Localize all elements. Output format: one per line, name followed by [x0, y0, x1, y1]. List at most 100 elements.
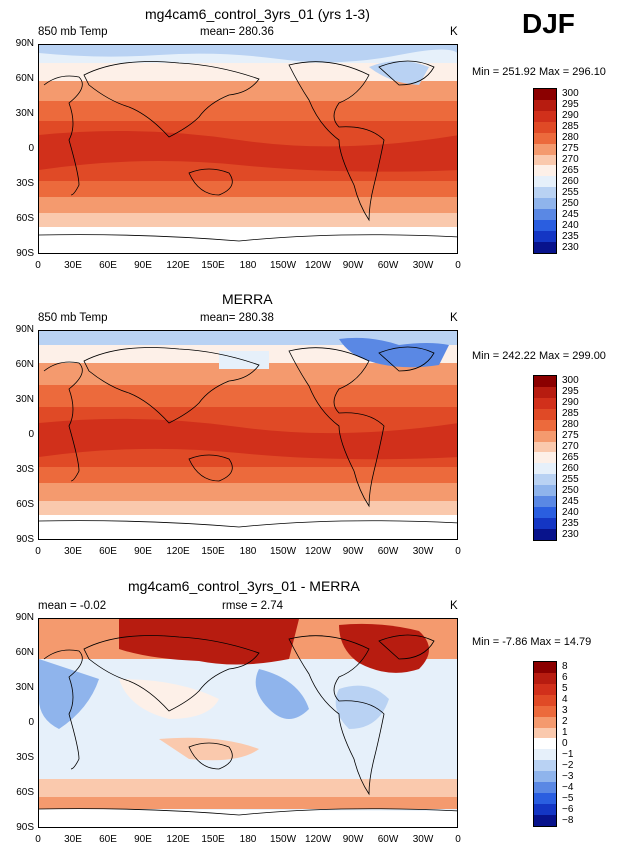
colorbar-swatch [534, 738, 556, 750]
lat-tick-label: 30S [16, 752, 34, 763]
panel-title: mg4cam6_control_3yrs_01 (yrs 1-3) [145, 6, 370, 22]
lon-tick-label: 60W [377, 260, 399, 271]
lon-tick-label: 60W [377, 546, 399, 557]
colorbar-label: 290 [562, 109, 579, 121]
colorbar-label: 235 [562, 518, 579, 530]
lon-tick-label: 90E [134, 546, 152, 557]
colorbar-swatch [534, 187, 556, 199]
colorbar-label: −6 [562, 804, 574, 816]
lon-tick-label: 150W [269, 260, 297, 271]
colorbar-swatch [534, 430, 556, 442]
min-max-label: Min = 251.92 Max = 296.10 [472, 66, 606, 78]
colorbar-label: 240 [562, 507, 579, 519]
colorbar-label: −5 [562, 793, 574, 805]
colorbar-swatch [534, 517, 556, 529]
colorbar-swatch [534, 143, 556, 155]
colorbar-label: 275 [562, 429, 579, 441]
mean-label: mean= 280.36 [200, 26, 274, 38]
colorbar-label: 285 [562, 120, 579, 132]
lon-tick-label: 0 [35, 546, 41, 557]
colorbar-swatch [534, 198, 556, 210]
colorbar-swatch [534, 793, 556, 804]
lon-tick-label: 150E [201, 546, 225, 557]
colorbar-swatch [534, 694, 556, 706]
colorbar-label: 3 [562, 704, 568, 716]
colorbar-swatch [534, 121, 556, 133]
colorbar-label: 6 [562, 671, 568, 683]
colorbar-swatch [534, 110, 556, 122]
lon-tick-label: 180 [239, 260, 257, 271]
lon-tick-label: 30E [64, 834, 82, 845]
map-area [38, 618, 458, 828]
colorbar-label: 270 [562, 440, 579, 452]
lon-tick-label: 30E [64, 260, 82, 271]
lat-tick-label: 0 [28, 143, 34, 154]
lat-tick-label: 90S [16, 534, 34, 545]
lat-tick-label: 0 [28, 429, 34, 440]
colorbar-swatch [534, 376, 556, 387]
lat-tick-label: 60S [16, 787, 34, 798]
colorbar-swatch [534, 662, 556, 673]
lon-tick-label: 60E [99, 546, 117, 557]
colorbar-label: −4 [562, 782, 574, 794]
colorbar-swatch [534, 507, 556, 518]
lon-tick-label: 150E [201, 260, 225, 271]
lon-tick-label: 0 [455, 834, 461, 845]
panel-title: MERRA [222, 291, 273, 307]
colorbar-label: 300 [562, 87, 579, 99]
colorbar-label: 255 [562, 187, 579, 199]
colorbar-swatch [534, 528, 556, 540]
lon-tick-label: 120W [304, 260, 332, 271]
lon-tick-label: 0 [35, 260, 41, 271]
lat-tick-label: 30N [15, 394, 34, 405]
lat-tick-label: 90S [16, 822, 34, 833]
lat-tick-label: 60S [16, 213, 34, 224]
lon-tick-label: 0 [455, 260, 461, 271]
colorbar-swatch [534, 672, 556, 684]
lat-tick-label: 60N [15, 647, 34, 658]
lon-tick-label: 30W [412, 260, 434, 271]
lon-tick-label: 30W [412, 834, 434, 845]
lon-tick-label: 60E [99, 834, 117, 845]
colorbar-label: 250 [562, 198, 579, 210]
colorbar-label: 230 [562, 529, 579, 541]
min-max-label: Min = 242.22 Max = 299.00 [472, 350, 606, 362]
lat-tick-label: 90N [15, 324, 34, 335]
lon-tick-label: 180 [239, 546, 257, 557]
colorbar-swatch [534, 485, 556, 497]
colorbar-label: 295 [562, 385, 579, 397]
lon-tick-label: 0 [455, 546, 461, 557]
colorbar-label: −8 [562, 815, 574, 827]
colorbar-swatch [534, 165, 556, 177]
colorbar-swatch [534, 99, 556, 111]
colorbar-label: 265 [562, 165, 579, 176]
colorbar [533, 88, 557, 254]
lat-tick-label: 30S [16, 464, 34, 475]
colorbar-label: 265 [562, 452, 579, 463]
lon-tick-label: 0 [35, 834, 41, 845]
colorbar-swatch [534, 474, 556, 486]
colorbar-label: 235 [562, 231, 579, 243]
colorbar-label: 285 [562, 407, 579, 419]
lon-tick-label: 120W [304, 546, 332, 557]
colorbar-swatch [534, 132, 556, 144]
panel-title: mg4cam6_control_3yrs_01 - MERRA [128, 578, 360, 594]
lon-tick-label: 90E [134, 260, 152, 271]
colorbar-swatch [534, 803, 556, 815]
colorbar-swatch [534, 408, 556, 420]
lat-tick-label: 90N [15, 612, 34, 623]
colorbar-label: −2 [562, 760, 574, 772]
colorbar [533, 661, 557, 827]
colorbar-swatch [534, 782, 556, 794]
lon-tick-label: 90E [134, 834, 152, 845]
colorbar-label: 230 [562, 242, 579, 254]
lon-tick-label: 150W [269, 546, 297, 557]
colorbar-swatch [534, 154, 556, 166]
colorbar-label: 280 [562, 418, 579, 430]
colorbar-label: 275 [562, 142, 579, 154]
colorbar-swatch [534, 705, 556, 717]
colorbar-swatch [534, 814, 556, 826]
colorbar-label: −1 [562, 749, 574, 761]
lon-tick-label: 90W [342, 260, 364, 271]
colorbar-label: 250 [562, 485, 579, 497]
